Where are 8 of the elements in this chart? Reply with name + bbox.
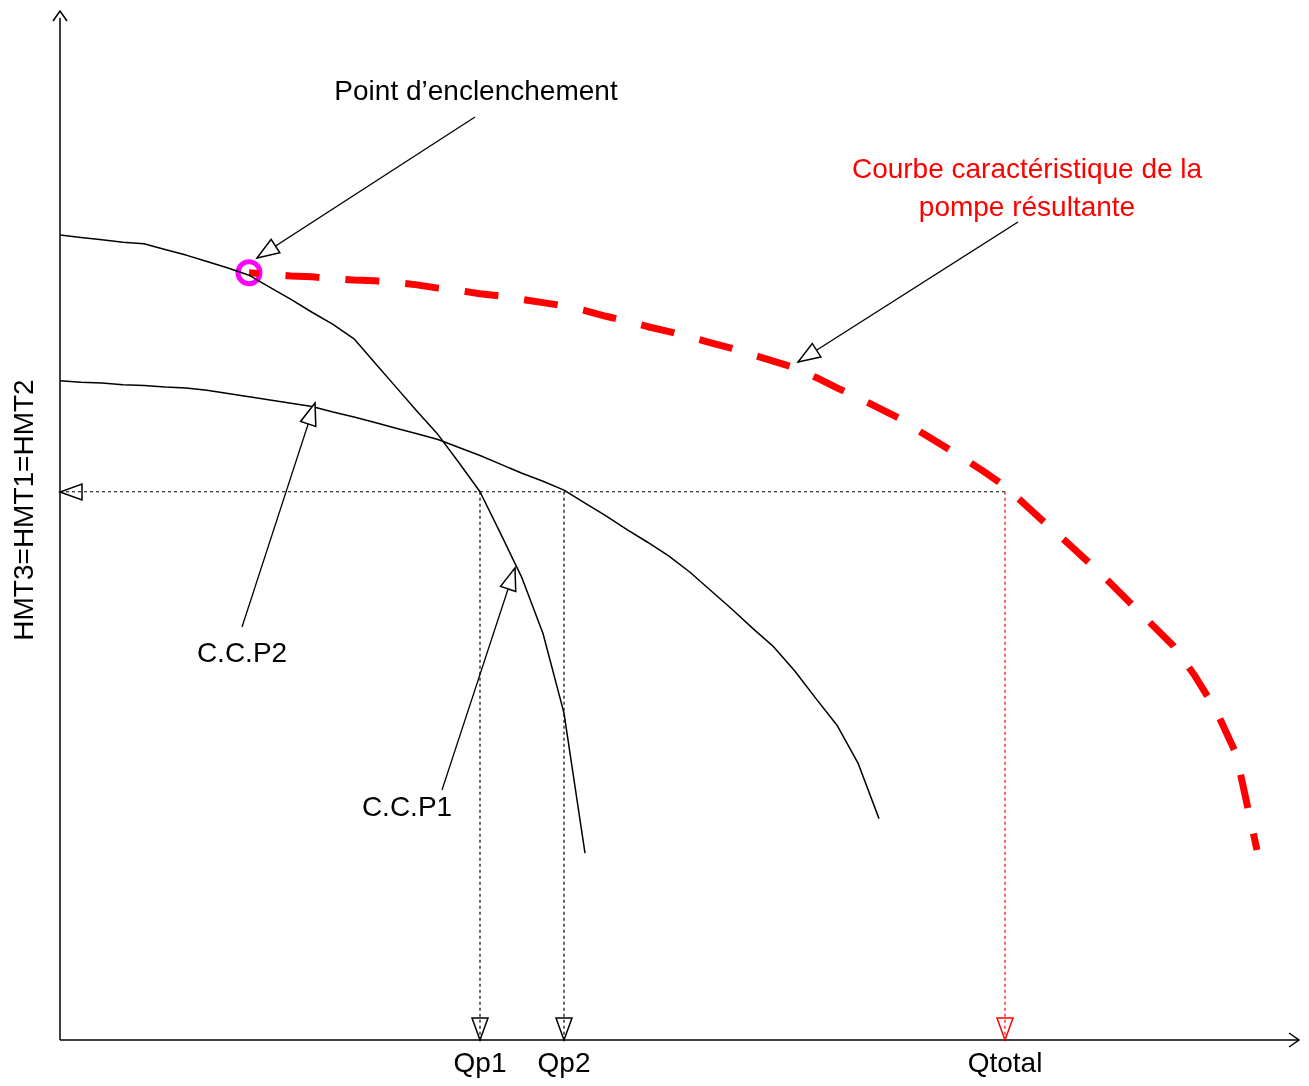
y-axis-title: HMT3=HMT1=HMT2 [7, 379, 39, 641]
x-tick-label: Qp2 [537, 1046, 591, 1078]
x-tick-label: Qtotal [967, 1046, 1043, 1078]
annotation: C.C.P1 [361, 790, 453, 822]
text: Courbe caractéristique de la pompe résultante [851, 152, 1203, 222]
text: Point d’enclenchement [334, 74, 618, 106]
annotation: C.C.P2 [196, 636, 288, 668]
x-tick-label: Qp1 [453, 1046, 507, 1078]
